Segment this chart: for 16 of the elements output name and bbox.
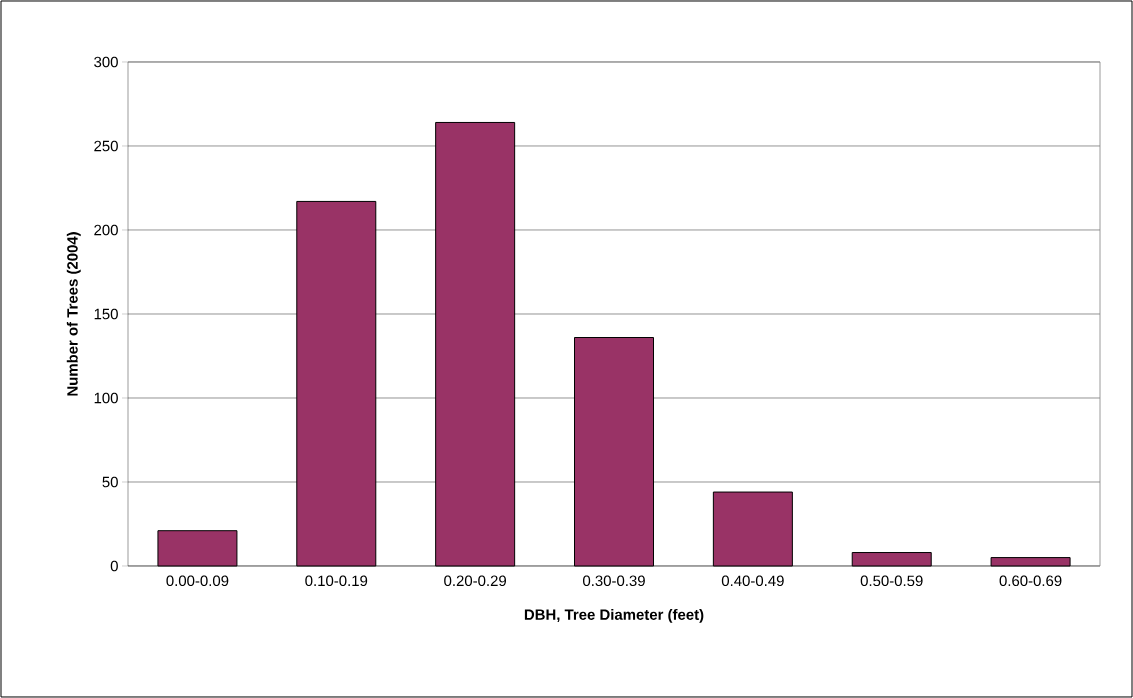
x-tick-label: 0.40-0.49 (721, 575, 784, 587)
y-tick-label: 100 (94, 392, 118, 404)
x-tick-label: 0.00-0.09 (166, 575, 229, 587)
y-tick-label: 50 (102, 476, 118, 488)
y-tick-label: 0 (110, 560, 118, 572)
x-tick-label: 0.10-0.19 (305, 575, 368, 587)
y-tick-label: 200 (94, 224, 118, 236)
y-tick-label: 300 (94, 56, 118, 68)
x-tick-label: 0.50-0.59 (860, 575, 923, 587)
y-axis-title: Number of Trees (2004) (66, 232, 81, 396)
y-tick-label: 250 (94, 140, 118, 152)
y-tick-label: 150 (94, 308, 118, 320)
x-tick-label: 0.20-0.29 (444, 575, 506, 587)
x-axis-title: DBH, Tree Diameter (feet) (524, 608, 704, 623)
x-tick-label: 0.30-0.39 (583, 575, 645, 587)
x-tick-label: 0.60-0.69 (999, 575, 1062, 587)
